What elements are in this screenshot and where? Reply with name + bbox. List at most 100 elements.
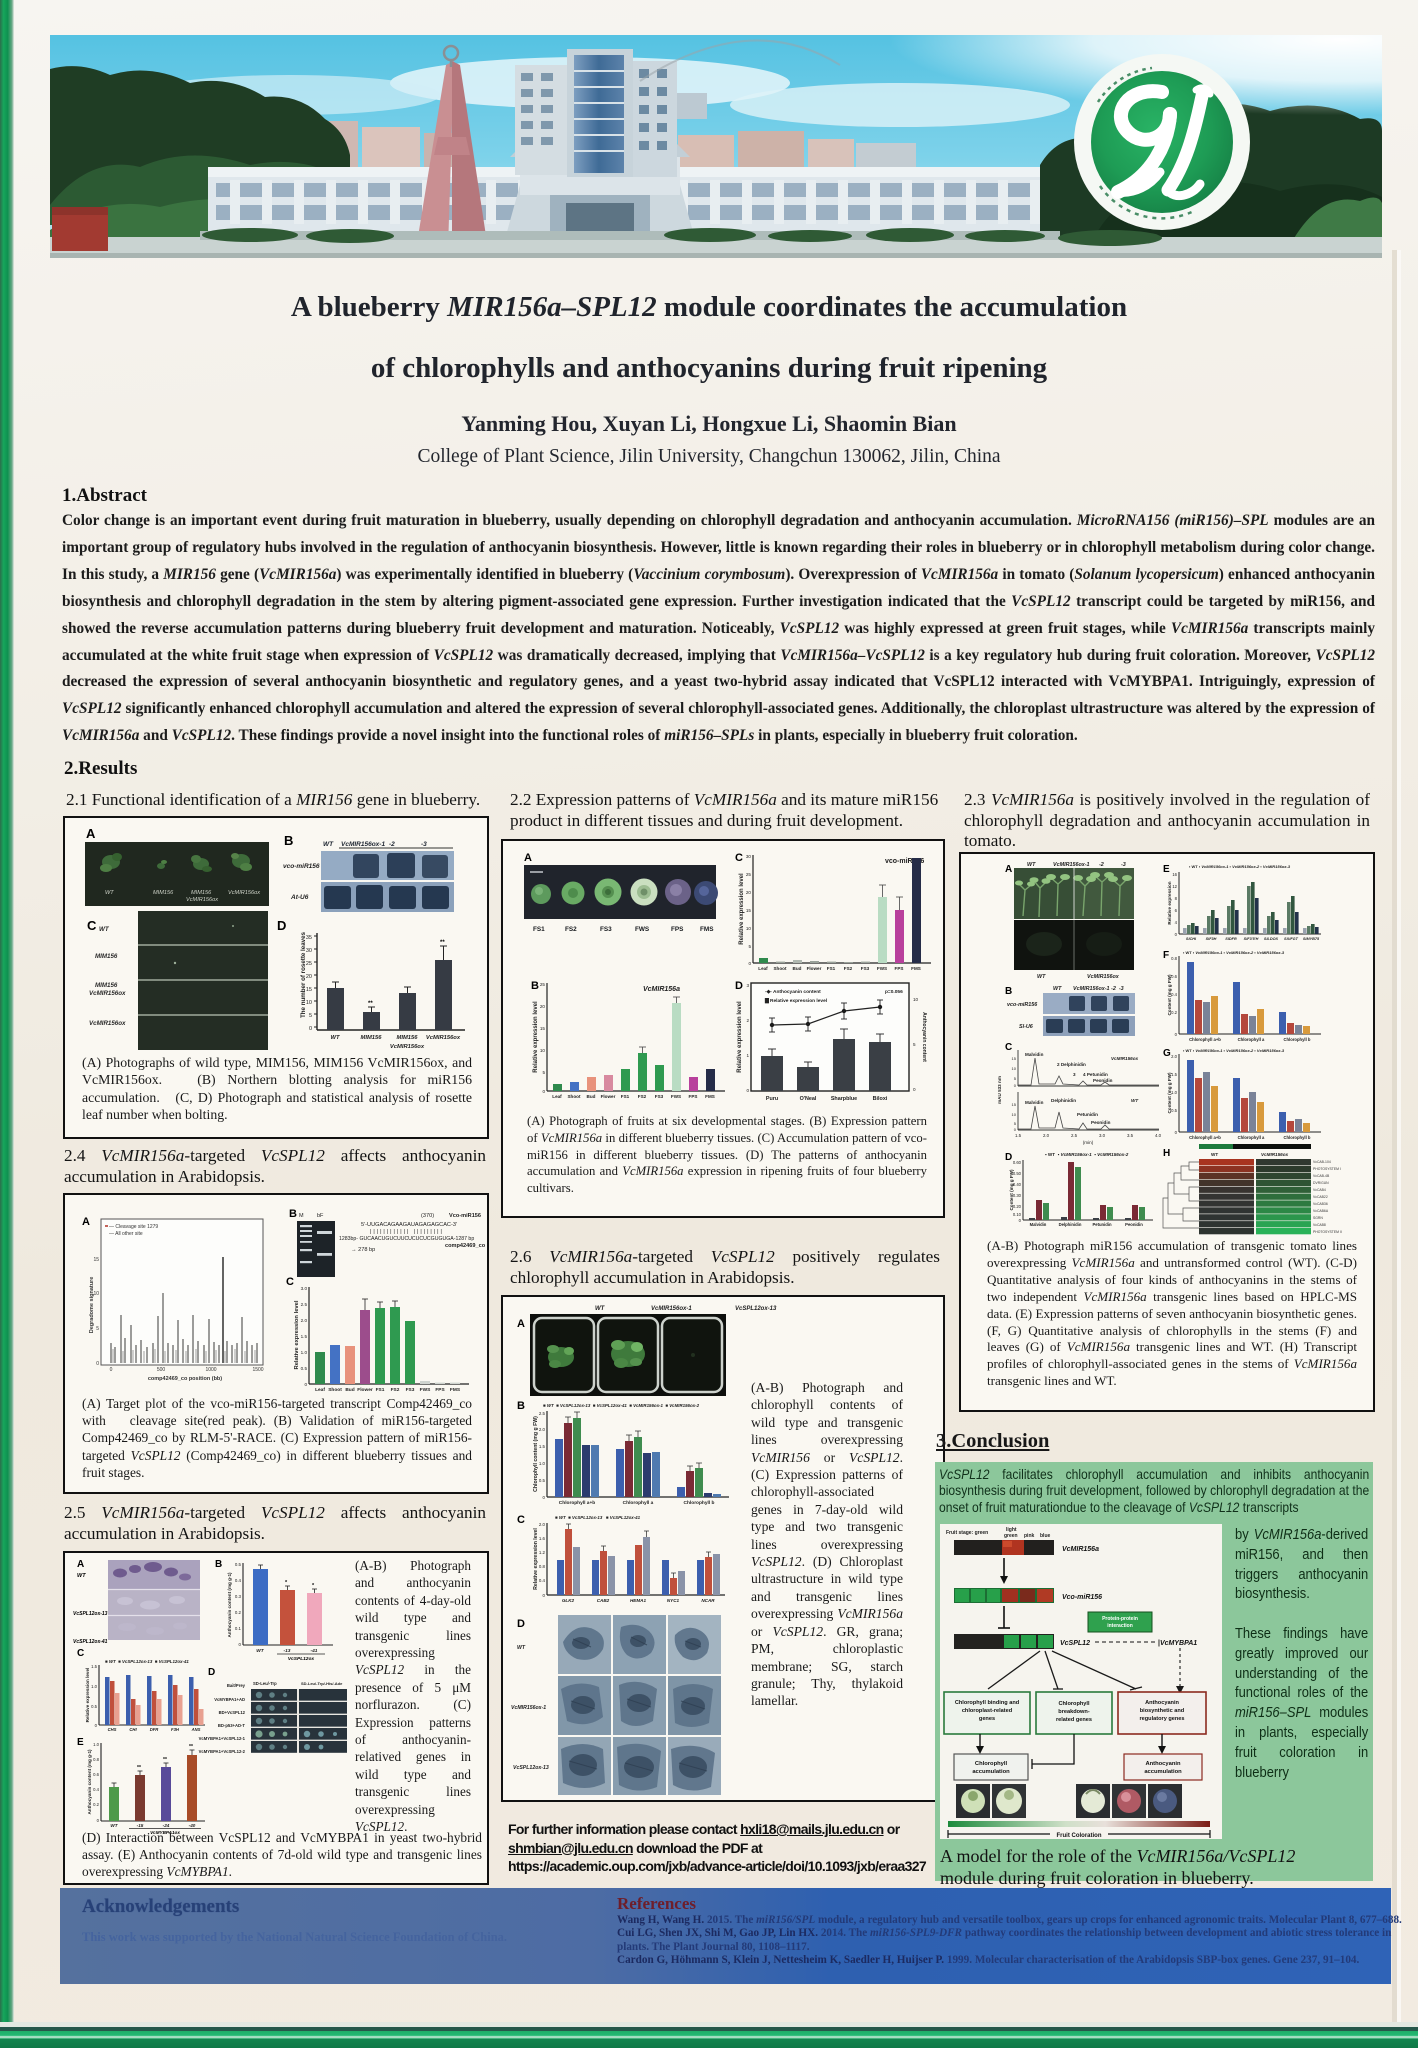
- svg-text:|VcMYBPA1: |VcMYBPA1: [1158, 1640, 1197, 1647]
- svg-text:0: 0: [309, 1026, 312, 1032]
- svg-text:C: C: [517, 1514, 525, 1526]
- svg-text:chloroplast-related: chloroplast-related: [962, 1708, 1013, 1714]
- svg-text:Chlorophyll binding and: Chlorophyll binding and: [955, 1700, 1020, 1706]
- svg-text:8: 8: [1175, 896, 1178, 901]
- svg-text:WT: WT: [105, 890, 114, 896]
- svg-text:DFR: DFR: [150, 1727, 159, 1732]
- svg-text:SlDFR: SlDFR: [1225, 937, 1237, 941]
- svg-text:E: E: [77, 1737, 84, 1748]
- svg-text:FS2: FS2: [565, 926, 577, 933]
- svg-text:10: 10: [913, 997, 919, 1002]
- svg-text:0.30: 0.30: [1013, 1193, 1022, 1198]
- svg-text:WT: WT: [1211, 1152, 1218, 1157]
- svg-text:VcMIR156ox: VcMIR156ox: [89, 990, 126, 997]
- svg-text:2.5: 2.5: [1071, 1133, 1078, 1138]
- svg-text:M: M: [299, 1213, 304, 1219]
- svg-text:Anthocyanin: Anthocyanin: [1145, 1761, 1181, 1767]
- svg-text:VcCAB8: VcCAB8: [1313, 1223, 1326, 1227]
- svg-text:C: C: [286, 1276, 294, 1288]
- svg-text:C: C: [1005, 1042, 1012, 1053]
- svg-text:G: G: [1163, 1048, 1171, 1059]
- svg-text:Relative expression level: Relative expression level: [737, 1001, 743, 1073]
- svg-text:A: A: [1005, 864, 1012, 875]
- svg-text:Sharpblue: Sharpblue: [831, 1096, 857, 1102]
- svg-text:Shoot: Shoot: [773, 966, 786, 971]
- svg-text:Relative expression level: Relative expression level: [85, 1668, 90, 1723]
- svg-text:VcCAB22: VcCAB22: [1313, 1195, 1328, 1199]
- svg-text:2.0: 2.0: [539, 1522, 546, 1527]
- svg-text:WT: WT: [517, 1645, 526, 1651]
- svg-text:(370): (370): [421, 1213, 434, 1219]
- svg-text:Fruit stage: green: Fruit stage: green: [946, 1530, 988, 1536]
- svg-text:Bud: Bud: [587, 1094, 596, 1099]
- svg-text:**: **: [189, 1744, 193, 1750]
- svg-text:Sl-U6: Sl-U6: [1019, 1024, 1034, 1030]
- svg-text:▪ WT ▪ VcMIR156ox-1 ▪ VcMIR1: ▪ WT ▪ VcMIR156ox-1 ▪ VcMIR156ox-2: [1045, 1152, 1129, 1157]
- svg-text:Peonidin: Peonidin: [1125, 1222, 1143, 1227]
- svg-text:-2: -2: [1099, 862, 1104, 868]
- svg-text:Petunidin: Petunidin: [1092, 1222, 1112, 1227]
- svg-text:B: B: [215, 1559, 222, 1570]
- svg-text:Chlorophyll a: Chlorophyll a: [1238, 1135, 1265, 1140]
- svg-text:— All other site: — All other site: [109, 1231, 143, 1237]
- svg-text:-13: -13: [284, 1648, 291, 1654]
- svg-text:bF: bF: [317, 1213, 324, 1219]
- svg-text:FS2: FS2: [638, 1094, 647, 1099]
- svg-text:0: 0: [1175, 1032, 1178, 1037]
- svg-text:mAU 533 nm: mAU 533 nm: [997, 1076, 1002, 1104]
- svg-text:5: 5: [1014, 1076, 1017, 1081]
- svg-text:*: *: [285, 1580, 288, 1586]
- svg-text:0: 0: [1175, 1130, 1178, 1135]
- svg-text:SD-Leu/-Trp: SD-Leu/-Trp: [253, 1681, 277, 1686]
- svg-text:WT: WT: [1027, 862, 1036, 868]
- svg-text:Protein-protein: Protein-protein: [1102, 1616, 1138, 1622]
- svg-text:Bud: Bud: [793, 966, 802, 971]
- svg-text:VcSPL12: VcSPL12: [1060, 1640, 1090, 1647]
- svg-text:FWS: FWS: [635, 926, 650, 933]
- svg-text:0: 0: [95, 1723, 98, 1728]
- svg-text:15: 15: [93, 1257, 99, 1263]
- svg-text:VcCAB-4B: VcCAB-4B: [1313, 1174, 1330, 1178]
- svg-text:biosynthetic and: biosynthetic and: [1140, 1708, 1185, 1714]
- svg-text:2.0: 2.0: [539, 1427, 546, 1432]
- svg-text:(min): (min): [1083, 1140, 1094, 1145]
- svg-text:Flower: Flower: [357, 1387, 373, 1393]
- svg-text:A: A: [86, 826, 96, 841]
- svg-text:20: 20: [540, 1004, 546, 1009]
- svg-text:SlF3'5'H: SlF3'5'H: [1244, 937, 1259, 941]
- svg-text:FPS: FPS: [689, 1094, 698, 1099]
- svg-text:Content (mg g FW): Content (mg g FW): [1009, 1169, 1014, 1211]
- svg-text:3.0: 3.0: [1099, 1133, 1106, 1138]
- svg-text:C: C: [77, 1648, 84, 1659]
- svg-text:Leaf: Leaf: [315, 1387, 325, 1393]
- svg-text:20: 20: [746, 890, 752, 895]
- svg-text:Content (mg g FW): Content (mg g FW): [1167, 1072, 1172, 1114]
- svg-text:VcMIR156ox-1: VcMIR156ox-1: [651, 1306, 692, 1312]
- svg-text:D: D: [277, 918, 286, 933]
- svg-text:0.5: 0.5: [91, 1704, 97, 1709]
- svg-text:-40: -40: [189, 1823, 196, 1828]
- svg-text:-3: -3: [421, 841, 427, 848]
- svg-text:1.5: 1.5: [301, 1334, 308, 1339]
- svg-text:MIM156: MIM156: [95, 953, 118, 960]
- svg-text:0.2: 0.2: [93, 1802, 99, 1807]
- svg-text:10: 10: [540, 1048, 546, 1053]
- svg-text:15: 15: [540, 1026, 546, 1031]
- svg-text:10: 10: [1012, 1066, 1017, 1071]
- svg-text:SlLDOX: SlLDOX: [1264, 937, 1279, 941]
- svg-text:Malvidin: Malvidin: [1025, 1100, 1044, 1105]
- svg-text:Anthocyanin content (mg g-1): Anthocyanin content (mg g-1): [87, 1749, 92, 1815]
- svg-text:WT: WT: [595, 1306, 606, 1312]
- svg-text:Relative expression level: Relative expression level: [533, 1528, 539, 1590]
- svg-text:0.8: 0.8: [1171, 956, 1177, 961]
- svg-text:Leaf: Leaf: [552, 1094, 562, 1099]
- svg-text:WT: WT: [323, 841, 334, 848]
- svg-text:VcMYBPA1+VcSPL12-1: VcMYBPA1+VcSPL12-1: [199, 1736, 246, 1741]
- svg-text:0.1: 0.1: [235, 1626, 242, 1631]
- svg-text:10: 10: [306, 1000, 312, 1006]
- svg-text:Chlorophyll: Chlorophyll: [975, 1761, 1008, 1767]
- svg-text:25: 25: [540, 982, 546, 987]
- svg-text:0.2: 0.2: [235, 1610, 242, 1615]
- svg-text:WT: WT: [1053, 986, 1062, 992]
- svg-text:-2: -2: [389, 841, 395, 848]
